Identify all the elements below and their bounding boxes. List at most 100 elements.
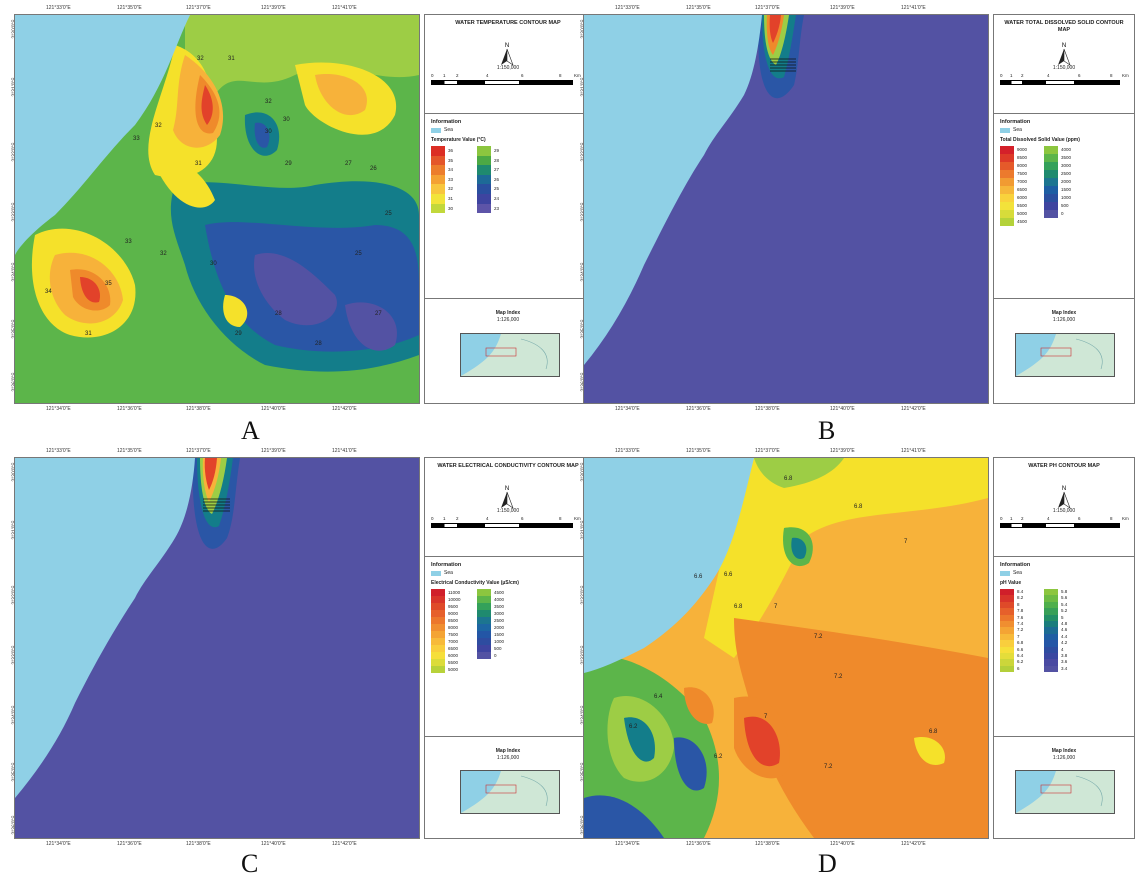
legend-swatch [477, 589, 491, 596]
legend-label: 6.4 [1017, 652, 1024, 658]
contour-label: 26 [370, 166, 377, 172]
contour-label: 34 [45, 289, 52, 295]
legend-swatch [1000, 646, 1014, 653]
legend-ramp-2 [1044, 589, 1058, 673]
value-title: Electrical Conductivity Value (µS/cm) [431, 580, 519, 586]
legend-swatch [477, 184, 491, 194]
tds-contour-map [583, 14, 989, 404]
legend-label: 24 [494, 195, 500, 201]
temperature-contour-map: 32 31 33 32 31 32 30 31 34 35 33 32 30 29 28 29 30 27 26 25… [14, 14, 420, 404]
legend-swatch [1000, 659, 1014, 666]
legend-swatch [1044, 627, 1058, 634]
legend-swatch [431, 624, 445, 631]
legend-swatch [1000, 154, 1014, 162]
panel-b: 121°33'0"E 121°35'0"E 121°37'0"E 121°39'0"… [581, 5, 1135, 414]
legend-swatch [477, 645, 491, 652]
legend-label: 6500 [448, 646, 459, 651]
contour-label: 32 [160, 251, 167, 257]
contour-label: 6.2 [714, 754, 723, 760]
grid-labels-top: 121°33'0"E 121°35'0"E 121°37'0"E 121°39'0"… [46, 5, 357, 11]
legend-label: 3.8 [1061, 652, 1068, 658]
map-index-inset [460, 770, 560, 814]
legend-swatch [431, 666, 445, 673]
legend-label: 5.6 [1061, 595, 1068, 601]
legend-swatch [1044, 178, 1058, 186]
legend-swatch [477, 165, 491, 175]
panel-d: 121°33'0"E 121°35'0"E 121°37'0"E 121°39'0"… [581, 448, 1135, 857]
legend-swatch [431, 610, 445, 617]
legend-label: 6 [1017, 665, 1020, 671]
legend-label: 7.2 [1017, 627, 1024, 633]
svg-text:N: N [505, 43, 509, 49]
legend-swatch [431, 203, 445, 214]
sea-swatch [1000, 128, 1010, 133]
info-title: Information [431, 562, 462, 568]
legend-swatch [1044, 659, 1058, 666]
legend-label: 11000 [448, 590, 461, 595]
legend-label: 5.2 [1061, 608, 1068, 614]
contour-label: 28 [315, 341, 322, 347]
legend-labels-2: 5.8 5.6 5.4 5.2 5 4.8 4.6 4.4 4.2 4 3.8 3.6 3.4 [1061, 589, 1067, 672]
legend-swatch [477, 631, 491, 638]
svg-text:N: N [505, 486, 509, 492]
grid-labels-bottom: 121°34'0"E 121°36'0"E 121°38'0"E 121°40'0"… [46, 841, 357, 847]
contour-label: 30 [265, 129, 272, 135]
contour-label: 6.6 [724, 572, 733, 578]
map-index-title: Map Index [1051, 748, 1077, 754]
legend-swatch [477, 155, 491, 166]
legend-ramp-1 [431, 589, 445, 673]
legend-swatch [477, 617, 491, 624]
legend-label: 3.6 [1061, 659, 1068, 665]
legend-label: 6500 [1017, 187, 1028, 192]
legend-label: 26 [494, 176, 500, 182]
legend-swatch [1000, 633, 1014, 641]
panel-a: 121°33'0"E 121°35'0"E 121°37'0"E 121°39'0"… [12, 5, 592, 414]
legend-swatch [1044, 146, 1058, 154]
map-index-scale: 1:126,000 [496, 755, 520, 761]
legend-label: 6.8 [1017, 640, 1024, 646]
north-arrow-icon: N [1058, 43, 1071, 66]
legend-label: 8 [1017, 601, 1020, 607]
legend-label: 8000 [1017, 163, 1028, 168]
contour-label: 25 [385, 211, 392, 217]
legend-label: 8.4 [1017, 589, 1024, 594]
contour-label: 6.8 [784, 476, 793, 482]
legend-swatch [1000, 652, 1014, 660]
legend-swatch [1044, 640, 1058, 647]
legend-ramp-2 [1044, 146, 1058, 218]
legend-label: 8.2 [1017, 595, 1024, 601]
legend-swatch [1044, 646, 1058, 653]
legend-label: 33 [448, 176, 454, 182]
legend-swatch [1000, 146, 1014, 154]
map-title: WATER PH CONTOUR MAP [1028, 463, 1100, 469]
legend-swatch [477, 624, 491, 631]
legend-swatch [1044, 162, 1058, 170]
contour-label: 7.2 [834, 674, 843, 680]
map-index-scale: 1:126,000 [1052, 755, 1076, 761]
contour-label: 6.6 [694, 574, 703, 580]
legend-label: 5000 [1017, 211, 1028, 216]
contour-label: 33 [125, 239, 132, 245]
legend-swatch [477, 203, 491, 214]
legend-label: 3500 [494, 604, 505, 609]
legend-label: 5.8 [1061, 589, 1068, 594]
grid-labels-top: 121°33'0"E 121°35'0"E 121°37'0"E 121°39'0"… [615, 5, 926, 11]
scale-text: 1:150,000 [496, 508, 520, 514]
legend-label: 9000 [448, 611, 459, 616]
legend-label: 2500 [1061, 171, 1072, 176]
legend-labels-2: 4500 4000 3500 3000 2500 2000 1500 1000 500 0 [494, 589, 504, 659]
legend-label: 4500 [1017, 219, 1028, 224]
legend-swatch [431, 652, 445, 659]
legend-label: 3.4 [1061, 665, 1068, 671]
legend-swatch [1000, 218, 1014, 226]
legend-label: 2000 [494, 625, 505, 630]
legend-swatch [477, 638, 491, 645]
contour-label: 28 [275, 311, 282, 317]
legend-panel-a: WATER TEMPERATURE CONTOUR MAP N 1:150,00… [424, 14, 592, 404]
legend-label: 7 [1017, 633, 1020, 639]
legend-swatch [1044, 620, 1058, 628]
legend-label: 4.4 [1061, 633, 1068, 639]
